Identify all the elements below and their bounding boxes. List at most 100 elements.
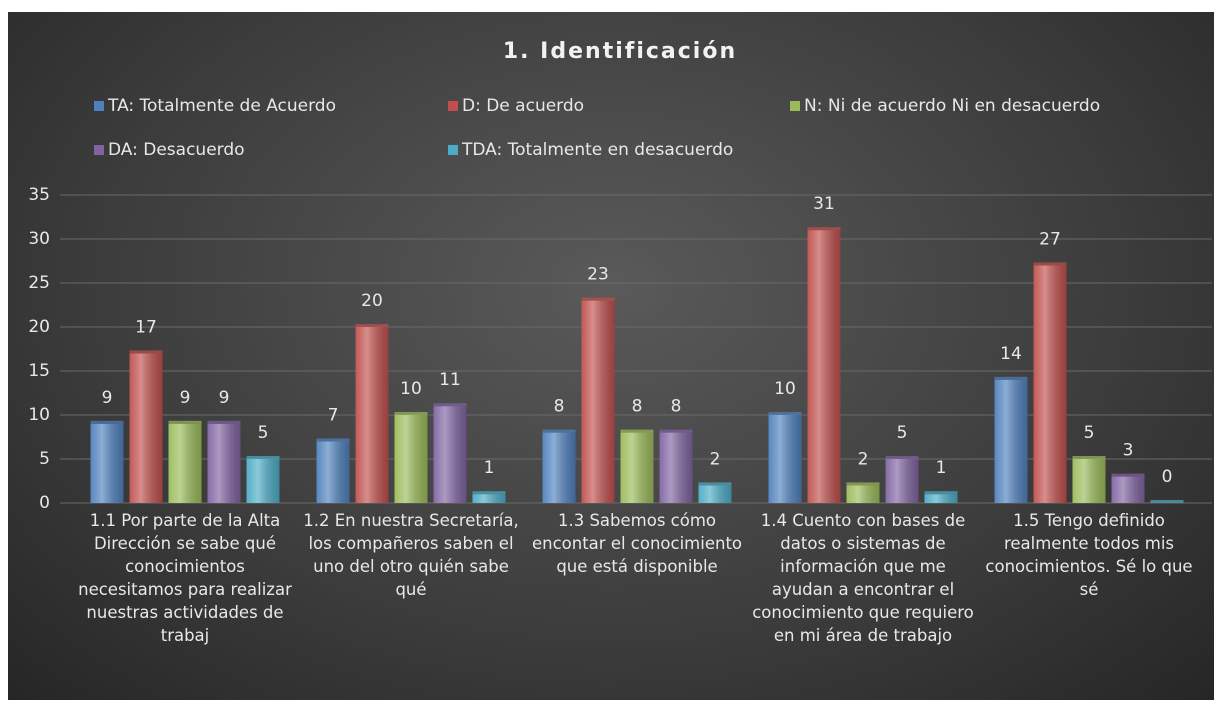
value-label: 3 bbox=[1123, 441, 1134, 461]
value-label: 2 bbox=[858, 449, 869, 469]
chart-panel: 1. Identificación 0 5 10 15 20 25 30 35 TA: Tota… bbox=[8, 12, 1214, 700]
legend-swatch bbox=[94, 145, 104, 155]
y-tick-label: 0 bbox=[39, 493, 50, 513]
legend-swatch bbox=[94, 101, 104, 111]
value-label: 1 bbox=[936, 458, 947, 478]
bar-top bbox=[246, 456, 280, 459]
value-label: 5 bbox=[1084, 423, 1095, 443]
bar-top bbox=[1150, 500, 1184, 503]
x-tick-label: 1.2 En nuestra Secretaría, los compañero… bbox=[303, 511, 519, 599]
bar-top bbox=[620, 429, 654, 433]
value-label: 10 bbox=[774, 379, 796, 399]
bar-top bbox=[581, 297, 615, 301]
value-label: 11 bbox=[439, 370, 461, 390]
value-label: 9 bbox=[102, 388, 113, 408]
bar-shine bbox=[129, 353, 163, 503]
bar-top bbox=[472, 491, 506, 495]
y-tick-label: 30 bbox=[28, 229, 50, 249]
bar-shine bbox=[472, 494, 506, 503]
legend-label: D: De acuerdo bbox=[462, 96, 584, 116]
value-label: 20 bbox=[361, 291, 383, 311]
bar-top bbox=[924, 491, 958, 495]
value-label: 0 bbox=[1162, 467, 1173, 487]
bar-shine bbox=[659, 432, 693, 503]
bar-top bbox=[316, 438, 350, 442]
bar-top bbox=[433, 403, 467, 407]
y-tick-label: 10 bbox=[28, 405, 50, 425]
y-tick-label: 20 bbox=[28, 317, 50, 337]
value-label: 17 bbox=[135, 317, 157, 337]
x-tick-label: 1.5 Tengo definido realmente todos mis c… bbox=[985, 511, 1193, 599]
value-label: 1 bbox=[484, 458, 495, 478]
bar-top bbox=[659, 429, 693, 433]
value-label: 5 bbox=[258, 423, 269, 443]
y-tick-label: 25 bbox=[28, 273, 50, 293]
value-label: 23 bbox=[587, 265, 609, 285]
value-label: 7 bbox=[328, 405, 339, 425]
bar-top bbox=[168, 420, 202, 424]
bar-shine bbox=[807, 230, 841, 503]
value-label: 14 bbox=[1000, 344, 1022, 364]
bar-shine bbox=[1111, 476, 1145, 503]
x-tick-label: 1.1 Por parte de la Alta Dirección se sa… bbox=[78, 511, 292, 645]
bar-shine bbox=[207, 423, 241, 503]
chart-title: 1. Identificación bbox=[503, 39, 737, 64]
bar-top bbox=[1033, 262, 1067, 266]
value-label: 8 bbox=[554, 397, 565, 417]
legend-label: N: Ni de acuerdo Ni en desacuerdo bbox=[804, 96, 1100, 116]
bar-top bbox=[1072, 456, 1106, 459]
bar-top bbox=[394, 412, 428, 415]
y-tick-label: 5 bbox=[39, 449, 50, 469]
legend-label: TDA: Totalmente en desacuerdo bbox=[461, 140, 733, 160]
value-label: 2 bbox=[710, 449, 721, 469]
legend-swatch bbox=[448, 101, 458, 111]
bar-shine bbox=[246, 459, 280, 503]
y-tick-label: 35 bbox=[28, 185, 50, 205]
bar-top bbox=[885, 456, 919, 459]
bar-top bbox=[768, 412, 802, 415]
bar-shine bbox=[168, 423, 202, 503]
bar-shine bbox=[924, 494, 958, 503]
legend-swatch bbox=[790, 101, 800, 111]
x-tick-label: 1.4 Cuento con bases de datos o sistemas… bbox=[752, 511, 974, 645]
bar-shine bbox=[1072, 459, 1106, 503]
bar-shine bbox=[1033, 265, 1067, 503]
value-label: 9 bbox=[180, 388, 191, 408]
value-label: 10 bbox=[400, 379, 422, 399]
value-label: 9 bbox=[219, 388, 230, 408]
bar-top bbox=[129, 350, 163, 354]
bar-top bbox=[807, 227, 841, 231]
bar-shine bbox=[581, 300, 615, 503]
bar-shine bbox=[994, 379, 1028, 503]
bar-top bbox=[846, 482, 880, 486]
value-label: 8 bbox=[671, 397, 682, 417]
bar-shine bbox=[846, 485, 880, 503]
bar-shine bbox=[698, 485, 732, 503]
legend-label: DA: Desacuerdo bbox=[108, 140, 245, 160]
bar-top bbox=[355, 324, 389, 327]
bar-top bbox=[698, 482, 732, 486]
y-tick-label: 15 bbox=[28, 361, 50, 381]
bar-top bbox=[207, 420, 241, 424]
value-label: 31 bbox=[813, 194, 835, 214]
bar-shine bbox=[885, 459, 919, 503]
legend-swatch bbox=[448, 145, 458, 155]
bar-top bbox=[542, 429, 576, 433]
bar-top bbox=[90, 420, 124, 424]
bar-top bbox=[1111, 473, 1145, 477]
x-tick-label: 1.3 Sabemos cómo encontar el conocimient… bbox=[531, 511, 743, 576]
bar-top bbox=[994, 376, 1028, 380]
bar-shine bbox=[768, 415, 802, 503]
bar-shine bbox=[355, 327, 389, 503]
bar-shine bbox=[394, 415, 428, 503]
bar-shine bbox=[433, 406, 467, 503]
bar-shine bbox=[620, 432, 654, 503]
legend-label: TA: Totalmente de Acuerdo bbox=[107, 96, 336, 116]
bar-shine bbox=[316, 441, 350, 503]
bar-shine bbox=[90, 423, 124, 503]
value-label: 8 bbox=[632, 397, 643, 417]
value-label: 27 bbox=[1039, 229, 1061, 249]
value-label: 5 bbox=[897, 423, 908, 443]
bar-shine bbox=[542, 432, 576, 503]
